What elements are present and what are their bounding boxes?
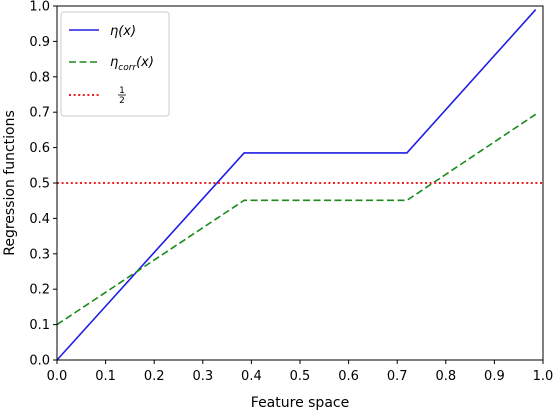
x-axis-label: Feature space: [251, 395, 349, 411]
x-tick-label: 0.4: [241, 369, 262, 384]
legend-label-eta-corr: ηcorr(x): [110, 55, 154, 73]
legend-eta-corr-sub: corr: [118, 63, 137, 73]
x-tick-label: 0.7: [387, 369, 408, 384]
ticks-layer: 0.0 0.1 0.2 0.3 0.4 0.5 0.6 0.7 0.8 0.9 1.0 0.0 0.1 0…: [29, 0, 553, 384]
legend-label-eta: η(x): [110, 24, 136, 39]
y-axis-label: Regression functions: [2, 110, 18, 256]
y-tick-label: 1.0: [29, 0, 50, 15]
x-tick-label: 0.1: [95, 369, 116, 384]
x-tick-label: 0.2: [144, 369, 165, 384]
y-tick-label: 0.4: [29, 212, 50, 227]
series-layer: [56, 9, 543, 361]
legend-eta-corr-main: η: [110, 55, 118, 70]
legend-half-numerator: 1: [119, 86, 125, 96]
series-line-1: [56, 113, 537, 326]
y-tick-label: 0.3: [29, 247, 50, 262]
x-tick-label: 0.6: [338, 369, 359, 384]
legend-box: [60, 11, 170, 117]
legend-eta-corr-tail: (x): [136, 55, 154, 70]
x-tick-label: 0.8: [435, 369, 456, 384]
y-tick-label: 0.6: [29, 141, 50, 156]
legend-half-denominator: 2: [119, 96, 125, 106]
y-tick-label: 0.8: [29, 70, 50, 85]
y-tick-label: 0.1: [29, 318, 50, 333]
x-tick-label: 0.3: [192, 369, 213, 384]
legend: η(x) ηcorr(x) 1 2: [60, 11, 170, 117]
x-tick-label: 0.0: [47, 369, 68, 384]
x-tick-label: 1.0: [533, 369, 554, 384]
y-tick-label: 0.9: [29, 35, 50, 50]
x-tick-label: 0.5: [290, 369, 311, 384]
y-tick-label: 0.2: [29, 283, 50, 298]
y-tick-label: 0.7: [29, 106, 50, 121]
series-line-0: [56, 9, 537, 361]
y-tick-label: 0.5: [29, 177, 50, 192]
legend-eta-text: η(x): [110, 24, 136, 39]
x-tick-label: 0.9: [484, 369, 505, 384]
y-tick-label: 0.0: [29, 354, 50, 369]
